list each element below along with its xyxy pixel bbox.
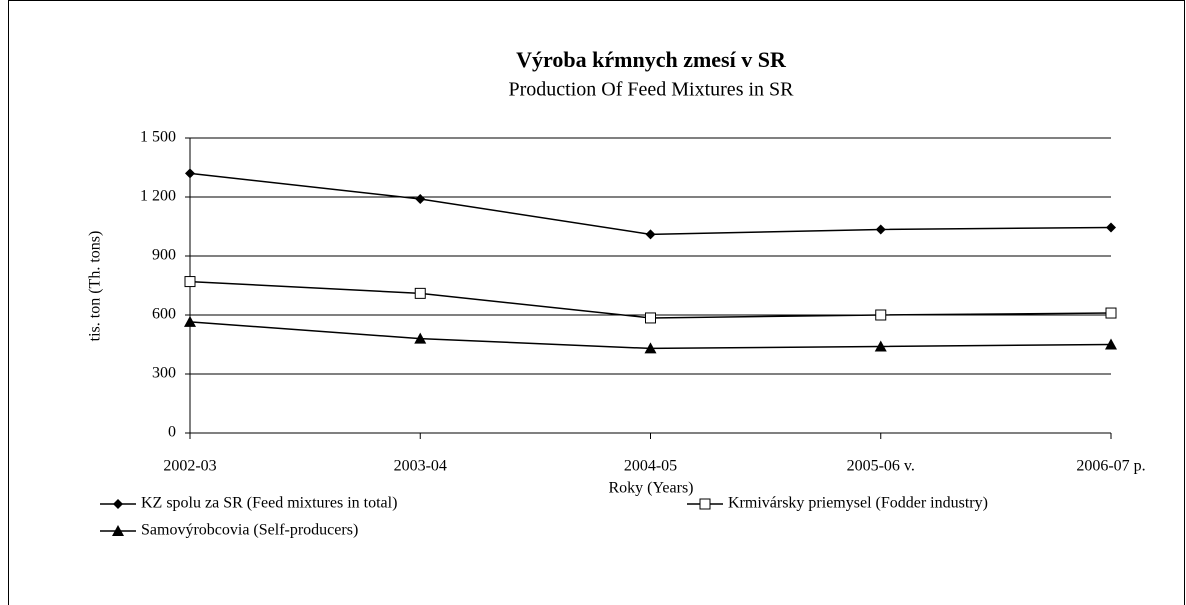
marker [645,312,656,324]
marker [645,229,656,240]
x-tick-label: 2002-03 [163,458,216,475]
marker [874,340,887,352]
y-tick-label: 0 [168,424,176,441]
marker [184,276,196,288]
x-axis-label: Roky (Years) [608,480,693,497]
marker [1105,338,1117,350]
marker [875,309,887,321]
y-axis-label: tis. ton (Th. tons) [87,231,104,342]
y-tick-label: 300 [152,365,176,382]
legend-label: Samovýrobcovia (Self-producers) [141,522,358,539]
marker [414,287,426,299]
marker [644,342,657,354]
legend-label: KZ spolu za SR (Feed mixtures in total) [141,495,397,512]
marker [699,498,711,510]
marker [875,224,886,235]
marker [113,499,123,509]
x-tick-label: 2006-07 p. [1076,458,1145,475]
chart-frame [8,0,1185,605]
x-tick-label: 2005-06 v. [847,458,915,475]
y-tick-label: 1 200 [140,188,176,205]
y-tick-label: 900 [152,247,176,264]
marker [185,168,195,179]
marker [415,193,426,204]
marker [1105,307,1117,319]
chart-subtitle: Production Of Feed Mixtures in SR [509,79,795,101]
marker [414,332,427,344]
marker [184,315,196,327]
marker [1106,222,1116,233]
x-tick-label: 2003-04 [394,458,447,475]
x-tick-label: 2004-05 [624,458,677,475]
chart-title: Výroba kŕmnych zmesí v SR [516,47,787,72]
marker [112,525,124,536]
y-tick-label: 1 500 [140,129,176,146]
legend-label: Krmivársky priemysel (Fodder industry) [728,495,988,512]
y-tick-label: 600 [152,306,176,323]
